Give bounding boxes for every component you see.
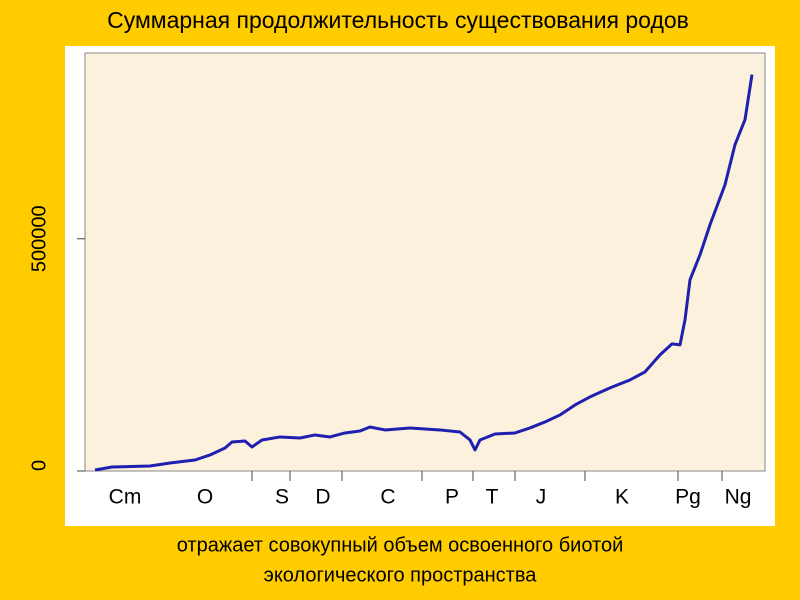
period-label: Ng xyxy=(725,486,752,509)
period-label: C xyxy=(380,486,395,509)
plot-area xyxy=(84,52,766,472)
caption-line: экологического пространства xyxy=(264,564,538,586)
period-label: S xyxy=(275,486,289,509)
y-tick-label: 500000 xyxy=(28,205,50,272)
caption-line: отражает совокупный объем освоенного био… xyxy=(177,534,624,556)
period-label: Pg xyxy=(675,486,701,509)
data-line xyxy=(94,74,754,472)
period-label: J xyxy=(536,486,547,509)
period-label: D xyxy=(315,486,330,509)
period-label: Cm xyxy=(109,486,142,509)
period-label: P xyxy=(445,486,459,509)
chart-title: Суммарная продолжительность существовани… xyxy=(107,7,689,33)
period-label: K xyxy=(615,486,629,509)
period-label: O xyxy=(197,486,213,509)
y-tick-label: 0 xyxy=(28,460,50,471)
period-label: T xyxy=(486,486,499,509)
